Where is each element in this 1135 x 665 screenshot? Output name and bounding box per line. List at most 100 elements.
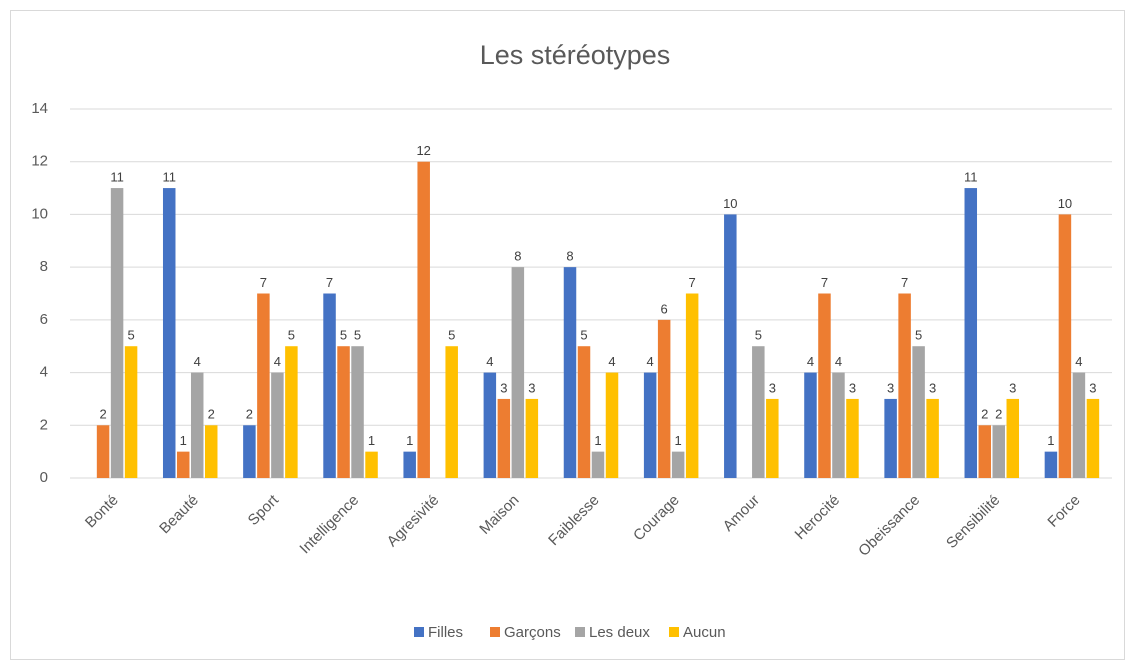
value-label: 1 xyxy=(368,433,375,448)
value-label: 2 xyxy=(208,407,215,422)
value-label: 8 xyxy=(566,249,573,264)
value-label: 11 xyxy=(964,170,978,185)
value-label: 4 xyxy=(647,354,654,369)
bar xyxy=(1058,214,1072,478)
bar xyxy=(403,451,416,478)
bar xyxy=(257,293,270,478)
bar xyxy=(1006,398,1020,478)
value-label: 3 xyxy=(929,380,936,395)
bar xyxy=(605,372,619,478)
bar xyxy=(804,372,817,478)
value-label: 3 xyxy=(528,380,535,395)
value-label: 11 xyxy=(162,170,176,185)
y-tick-label: 8 xyxy=(40,258,48,275)
bar xyxy=(912,346,925,478)
bar xyxy=(724,214,737,478)
bar xyxy=(926,398,939,478)
legend-swatch xyxy=(575,627,585,637)
y-tick-label: 10 xyxy=(31,205,48,222)
bar xyxy=(832,372,845,478)
y-tick-label: 0 xyxy=(40,469,48,486)
value-label: 5 xyxy=(755,328,762,343)
value-label: 2 xyxy=(981,407,988,422)
bar xyxy=(964,188,978,479)
value-label: 10 xyxy=(723,196,737,211)
value-label: 12 xyxy=(416,143,430,158)
bar xyxy=(1044,451,1058,478)
bar xyxy=(483,372,497,478)
value-label: 4 xyxy=(194,354,201,369)
bar xyxy=(818,293,831,478)
value-label: 4 xyxy=(274,354,281,369)
value-label: 1 xyxy=(180,433,187,448)
bar xyxy=(204,425,218,478)
value-label: 4 xyxy=(608,354,615,369)
value-label: 4 xyxy=(807,354,814,369)
bar xyxy=(365,451,378,478)
legend-label: Garçons xyxy=(504,624,561,641)
value-label: 5 xyxy=(127,328,134,343)
value-label: 7 xyxy=(901,275,908,290)
bar xyxy=(766,398,779,478)
legend-swatch xyxy=(669,627,679,637)
bar xyxy=(243,425,256,478)
value-label: 5 xyxy=(915,328,922,343)
value-label: 3 xyxy=(500,380,507,395)
value-label: 10 xyxy=(1058,196,1072,211)
value-label: 3 xyxy=(1089,380,1096,395)
bar xyxy=(685,293,699,478)
y-tick-label: 6 xyxy=(40,311,48,328)
value-label: 5 xyxy=(448,328,455,343)
y-tick-label: 4 xyxy=(40,364,48,381)
value-label: 4 xyxy=(486,354,493,369)
value-label: 1 xyxy=(675,433,682,448)
chart-title: Les stéréotypes xyxy=(480,40,671,70)
value-label: 3 xyxy=(1009,380,1016,395)
value-label: 5 xyxy=(340,328,347,343)
value-label: 7 xyxy=(260,275,267,290)
value-label: 4 xyxy=(835,354,842,369)
bar xyxy=(978,425,992,478)
bar xyxy=(643,372,657,478)
legend-label: Aucun xyxy=(683,624,726,641)
legend-label: Les deux xyxy=(589,624,650,641)
y-tick-label: 12 xyxy=(31,153,48,170)
bar xyxy=(1086,398,1100,478)
value-label: 5 xyxy=(354,328,361,343)
legend-label: Filles xyxy=(428,624,463,641)
legend-swatch xyxy=(490,627,500,637)
value-label: 1 xyxy=(1047,433,1054,448)
value-label: 2 xyxy=(246,407,253,422)
bar xyxy=(162,188,176,479)
value-label: 1 xyxy=(594,433,601,448)
y-tick-label: 14 xyxy=(31,100,48,117)
bar xyxy=(1072,372,1086,478)
value-label: 6 xyxy=(661,301,668,316)
bar xyxy=(445,346,458,478)
bar xyxy=(657,319,671,478)
bar xyxy=(671,451,685,478)
bar xyxy=(285,346,298,478)
value-label: 7 xyxy=(821,275,828,290)
value-label: 3 xyxy=(849,380,856,395)
value-label: 8 xyxy=(514,249,521,264)
bar xyxy=(110,188,124,479)
value-label: 3 xyxy=(769,380,776,395)
bar xyxy=(577,346,591,478)
value-label: 2 xyxy=(995,407,1002,422)
bar xyxy=(417,161,430,478)
bar xyxy=(271,372,284,478)
bar xyxy=(497,398,511,478)
value-label: 3 xyxy=(887,380,894,395)
bar xyxy=(323,293,336,478)
bar xyxy=(351,346,364,478)
bar xyxy=(176,451,190,478)
bar xyxy=(591,451,605,478)
value-label: 11 xyxy=(110,170,124,185)
value-label: 7 xyxy=(326,275,333,290)
legend-swatch xyxy=(414,627,424,637)
value-label: 4 xyxy=(1075,354,1082,369)
bar xyxy=(563,267,577,478)
value-label: 5 xyxy=(580,328,587,343)
